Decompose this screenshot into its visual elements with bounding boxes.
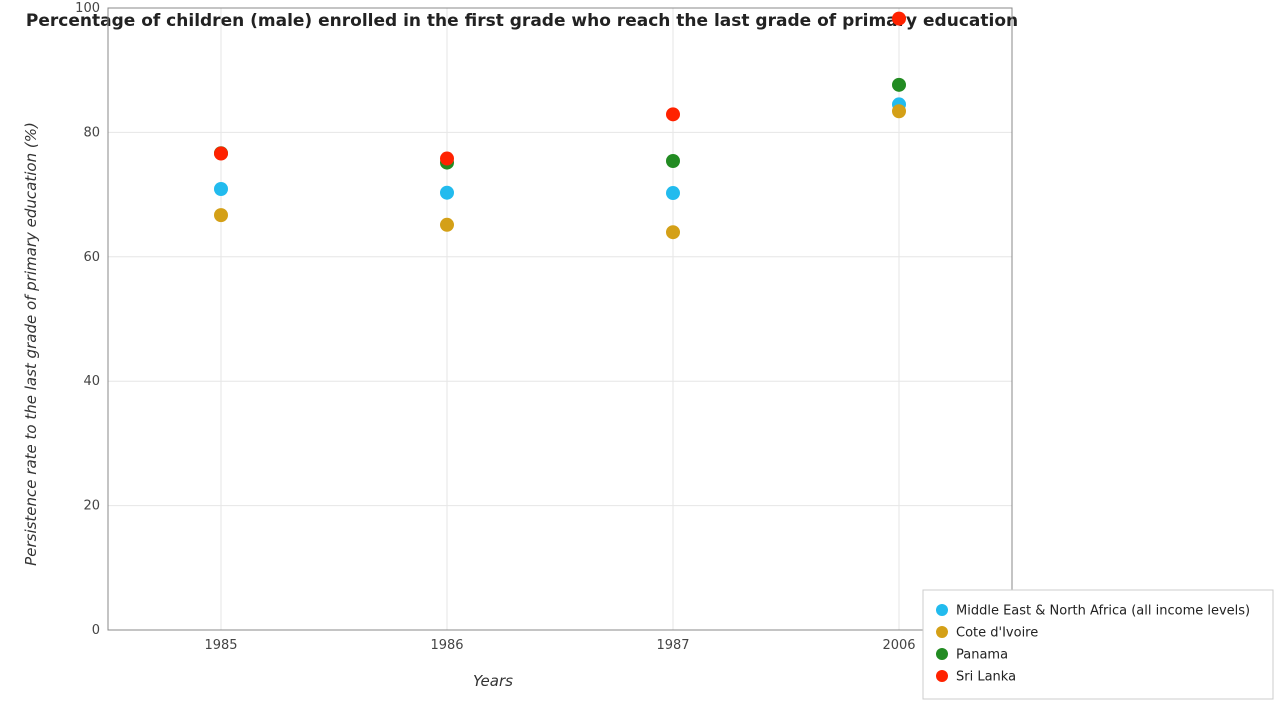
legend: Middle East & North Africa (all income l… <box>922 589 1274 700</box>
data-point <box>892 11 906 26</box>
plot-frame <box>107 7 1013 631</box>
data-point <box>440 217 454 232</box>
data-points <box>214 11 906 240</box>
axes <box>107 7 1013 631</box>
data-point <box>892 104 906 119</box>
x-tick-label: 2006 <box>882 638 915 653</box>
legend-label: Panama <box>956 648 1008 663</box>
y-tick-label: 40 <box>83 374 100 389</box>
data-point <box>214 208 228 223</box>
data-point <box>440 185 454 200</box>
data-point <box>214 182 228 197</box>
y-tick-label: 80 <box>83 125 100 140</box>
data-point <box>666 154 680 169</box>
data-point <box>892 77 906 92</box>
y-tick-labels: 0 20 40 60 80 100 <box>75 1 100 638</box>
data-point <box>666 225 680 240</box>
y-tick-label: 0 <box>92 623 100 638</box>
y-axis-label: Persistence rate to the last grade of pr… <box>22 122 40 566</box>
data-point <box>666 186 680 201</box>
x-tick-label: 1987 <box>656 638 689 653</box>
legend-marker <box>936 626 948 638</box>
x-tick-label: 1986 <box>430 638 463 653</box>
legend-label: Sri Lanka <box>956 670 1016 685</box>
chart-title: Percentage of children (male) enrolled i… <box>26 11 1018 31</box>
y-tick-label: 60 <box>83 250 100 265</box>
legend-box <box>922 589 1274 700</box>
legend-marker <box>936 670 948 682</box>
legend-marker <box>936 648 948 660</box>
legend-marker <box>936 604 948 616</box>
x-axis-label: Years <box>473 672 513 690</box>
grid-lines <box>108 7 1012 631</box>
data-point <box>666 107 680 122</box>
data-point <box>214 146 228 161</box>
y-tick-label: 20 <box>83 499 100 514</box>
legend-label: Cote d'Ivoire <box>956 626 1038 641</box>
legend-label: Middle East & North Africa (all income l… <box>956 604 1250 619</box>
x-tick-label: 1985 <box>204 638 237 653</box>
data-point <box>440 151 454 166</box>
y-tick-label: 100 <box>75 1 100 16</box>
x-tick-labels: 1985 1986 1987 2006 <box>204 638 915 653</box>
